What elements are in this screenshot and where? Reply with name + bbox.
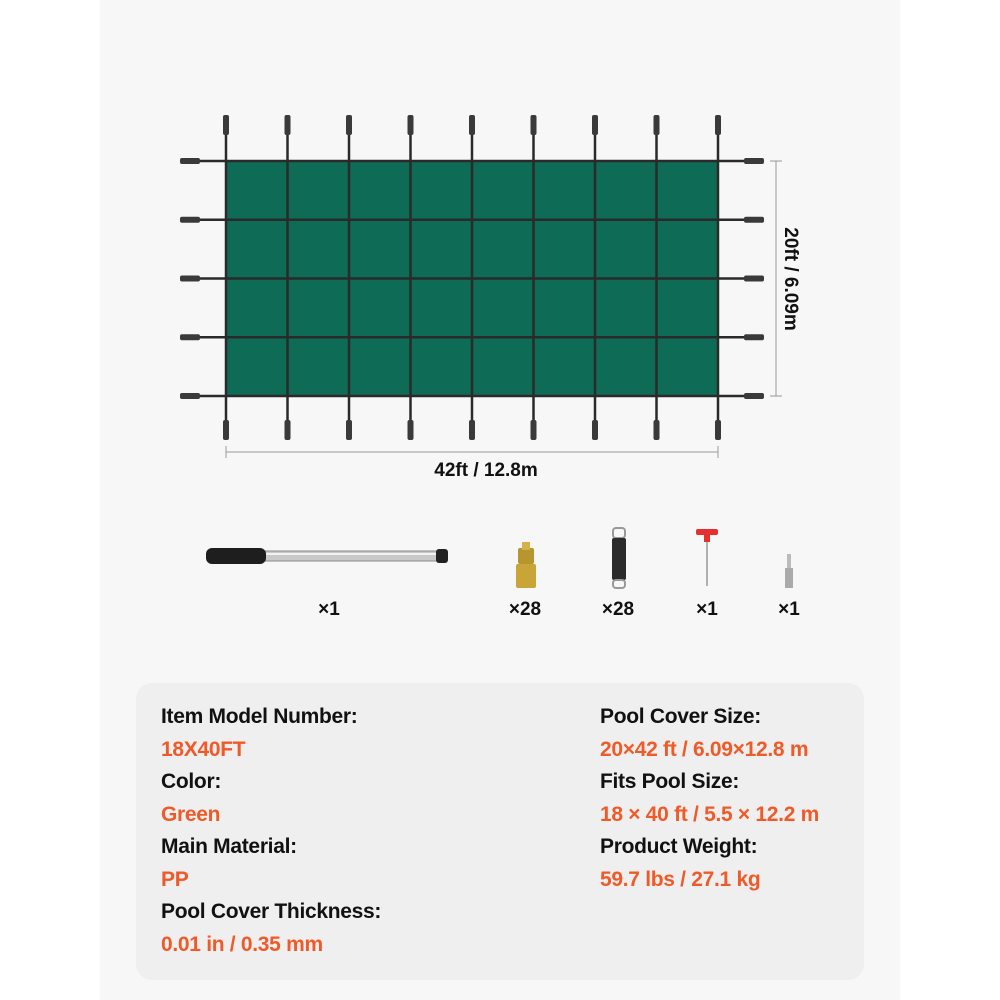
strap-anchor-bottom bbox=[284, 420, 291, 440]
accessory-count-rod: ×1 bbox=[318, 599, 340, 620]
spec-value: 20×42 ft / 6.09×12.8 m bbox=[600, 737, 809, 761]
strap-anchor-left bbox=[180, 334, 200, 341]
strap-anchor-right bbox=[744, 393, 764, 399]
accessory-count-t-wrench: ×1 bbox=[696, 599, 718, 620]
accessory-count-spring: ×28 bbox=[601, 599, 635, 620]
strap-anchor-bottom bbox=[530, 420, 537, 440]
t-wrench-icon bbox=[696, 529, 718, 586]
strap-anchor-left bbox=[180, 275, 200, 282]
spec-column-left: Item Model Number: 18X40FT Color: Green … bbox=[161, 701, 381, 961]
strap-anchor-bottom bbox=[653, 420, 660, 440]
spec-label: Pool Cover Size: bbox=[600, 705, 761, 728]
spec-value: 18 × 40 ft / 5.5 × 12.2 m bbox=[600, 802, 819, 826]
strap-anchor-top bbox=[223, 115, 229, 135]
accessory-count-hex-tool: ×1 bbox=[778, 599, 800, 620]
spec-label: Main Material: bbox=[161, 835, 297, 858]
strap-anchor-top bbox=[346, 115, 352, 135]
spec-value: 18X40FT bbox=[161, 737, 246, 761]
brass-anchor-icon bbox=[516, 542, 536, 588]
width-dimension-label: 42ft / 12.8m bbox=[434, 460, 538, 481]
spec-column-right: Pool Cover Size: 20×42 ft / 6.09×12.8 m … bbox=[600, 701, 819, 896]
strap-anchor-top bbox=[653, 115, 660, 135]
spec-label: Product Weight: bbox=[600, 835, 758, 858]
strap-anchor-left bbox=[180, 216, 200, 223]
hex-tool-icon bbox=[785, 554, 793, 588]
spec-label: Fits Pool Size: bbox=[600, 770, 740, 793]
strap-anchor-top bbox=[592, 115, 598, 135]
spec-box: Item Model Number: 18X40FT Color: Green … bbox=[136, 683, 864, 980]
strap-anchor-right bbox=[744, 334, 764, 341]
spec-value: PP bbox=[161, 867, 189, 891]
strap-anchor-top bbox=[715, 115, 721, 135]
accessory-count-anchor: ×28 bbox=[508, 599, 542, 620]
strap-anchor-top bbox=[407, 115, 414, 135]
strap-anchor-top bbox=[284, 115, 291, 135]
accessories-illustration bbox=[206, 527, 793, 589]
strap-anchor-left bbox=[180, 158, 200, 164]
installation-rod-icon bbox=[206, 548, 448, 564]
strap-anchor-top bbox=[469, 115, 475, 135]
pool-cover-diagram bbox=[180, 115, 782, 458]
strap-anchor-right bbox=[744, 275, 764, 282]
spec-label: Pool Cover Thickness: bbox=[161, 900, 382, 923]
strap-anchor-bottom bbox=[715, 420, 721, 440]
spec-value: 0.01 in / 0.35 mm bbox=[161, 932, 323, 956]
strap-anchor-right bbox=[744, 216, 764, 223]
height-dimension-label: 20ft / 6.09m bbox=[780, 227, 801, 331]
strap-anchor-bottom bbox=[407, 420, 414, 440]
strap-anchor-right bbox=[744, 158, 764, 164]
spec-value: 59.7 lbs / 27.1 kg bbox=[600, 867, 761, 891]
strap-anchor-top bbox=[530, 115, 537, 135]
spec-label: Color: bbox=[161, 770, 222, 793]
spec-value: Green bbox=[161, 802, 221, 826]
spring-icon bbox=[612, 527, 626, 589]
strap-anchor-bottom bbox=[469, 420, 475, 440]
strap-anchor-bottom bbox=[592, 420, 598, 440]
spec-label: Item Model Number: bbox=[161, 705, 358, 728]
strap-anchor-left bbox=[180, 393, 200, 399]
strap-anchor-bottom bbox=[346, 420, 352, 440]
strap-anchor-bottom bbox=[223, 420, 229, 440]
